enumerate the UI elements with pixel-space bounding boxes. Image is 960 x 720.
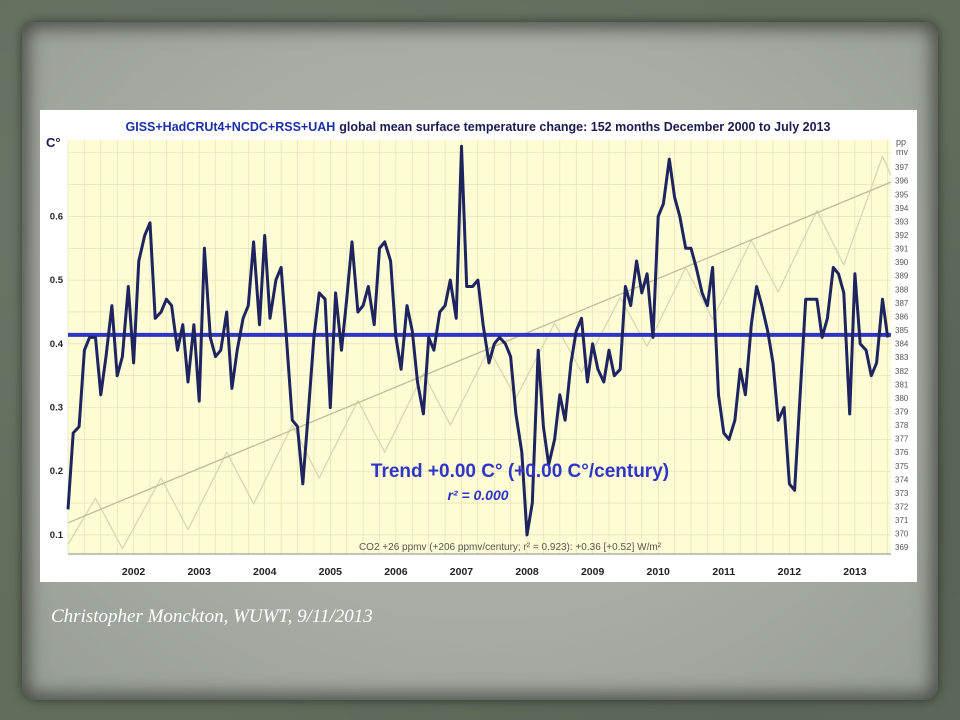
- y2-tick-label: 396: [895, 177, 909, 186]
- y-tick-label: 0.3: [50, 403, 63, 414]
- x-tick-label: 2006: [384, 566, 408, 578]
- slide-credit: Christopher Monckton, WUWT, 9/11/2013: [51, 606, 373, 627]
- y2-tick-label: 374: [895, 475, 909, 484]
- chart-frame: GISS+HadCRUt4+NCDC+RSS+UAH global mean su…: [40, 110, 917, 582]
- y2-tick-label: 393: [895, 217, 909, 226]
- y-tick-label: 0.2: [50, 466, 63, 477]
- grid: [67, 140, 891, 554]
- y-tick-label: 0.5: [50, 275, 64, 286]
- x-tick-label: 2009: [581, 566, 605, 578]
- y-tick-label: 0.4: [50, 339, 64, 350]
- temperature-chart: GISS+HadCRUt4+NCDC+RSS+UAH global mean su…: [40, 110, 917, 582]
- y2-tick-label: 379: [895, 407, 909, 416]
- y2-tick-label: 386: [895, 312, 909, 321]
- co2-trend-line: [67, 181, 892, 524]
- y2-tick-label: 385: [895, 326, 909, 335]
- x-tick-label: 2002: [122, 566, 146, 578]
- temperature-series-line: [66, 144, 890, 537]
- x-tick-label: 2003: [187, 566, 211, 578]
- chart-title-prefix: GISS+HadCRUt4+NCDC+RSS+UAH: [126, 120, 336, 134]
- co2-layer: [67, 155, 892, 550]
- y2-tick-label: 392: [895, 231, 909, 240]
- plot-area: [68, 140, 891, 554]
- y2-tick-label: 369: [895, 543, 909, 552]
- x-tick-label: 2013: [843, 566, 867, 578]
- chart-title-suffix: global mean surface temperature change: …: [339, 120, 830, 134]
- x-tick-label: 2005: [319, 566, 343, 578]
- y2-tick-label: 390: [895, 258, 909, 267]
- y2-axis-label-bottom: mv: [896, 147, 908, 157]
- x-tick-label: 2012: [778, 566, 802, 578]
- co2-annotation: CO2 +26 ppmv (+206 ppmv/century; r² = 0.…: [359, 542, 662, 553]
- y2-tick-label: 377: [895, 435, 909, 444]
- y2-tick-label: 397: [895, 163, 909, 172]
- y2-tick-label: 391: [895, 245, 909, 254]
- y2-tick-label: 389: [895, 272, 909, 281]
- y-tick-label: 0.6: [50, 211, 63, 222]
- y2-tick-label: 372: [895, 502, 909, 511]
- y2-axis-label-top: pp: [896, 137, 906, 147]
- r2-annotation: r² = 0.000: [447, 487, 508, 503]
- y2-tick-label: 373: [895, 489, 909, 498]
- x-tick-label: 2008: [515, 566, 539, 578]
- y2-tick-label: 371: [895, 516, 909, 525]
- y-tick-label: 0.1: [50, 530, 64, 541]
- y-axis-label: C°: [46, 135, 61, 150]
- x-tick-label: 2010: [647, 566, 671, 578]
- y2-tick-label: 394: [895, 204, 909, 213]
- x-tick-label: 2004: [253, 566, 277, 578]
- x-ticks: 2002 2003 2004 2005 2006 2007 2008 2009 2010 2011…: [68, 553, 891, 578]
- y2-tick-label: 381: [895, 380, 909, 389]
- temperature-layer: [66, 144, 890, 537]
- y2-tick-label: 376: [895, 448, 909, 457]
- trend-annotation: Trend +0.00 C° (+0.00 C°/century): [371, 461, 669, 482]
- y2-tick-label: 383: [895, 353, 909, 362]
- y2-tick-label: 375: [895, 462, 909, 471]
- y2-tick-label: 388: [895, 285, 909, 294]
- x-tick-label: 2011: [712, 566, 735, 578]
- y2-tick-label: 378: [895, 421, 909, 430]
- y2-tick-label: 370: [895, 530, 909, 539]
- y2-tick-label: 384: [895, 340, 909, 349]
- y2-tick-label: 380: [895, 394, 909, 403]
- chart-title: GISS+HadCRUt4+NCDC+RSS+UAH global mean su…: [126, 120, 831, 134]
- x-tick-label: 2007: [450, 566, 474, 578]
- y2-tick-label: 395: [895, 190, 909, 199]
- y2-ticks: 369 370 371 372 373 374 375 376 377 378 379 380 381 3…: [895, 163, 909, 552]
- y-ticks: 0.1 0.2 0.3 0.4 0.5 0.6: [50, 211, 64, 540]
- y2-tick-label: 387: [895, 299, 909, 308]
- y2-tick-label: 382: [895, 367, 909, 376]
